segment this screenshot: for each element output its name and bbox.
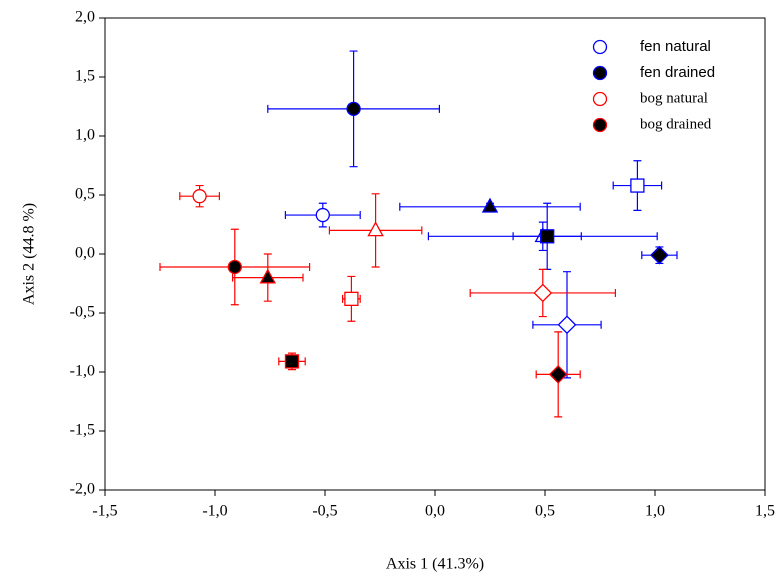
marker [344,291,359,306]
marker [630,178,645,193]
y-axis-title: Axis 2 (44.8 %) [21,203,38,305]
x-tick-label: -1,5 [92,503,117,520]
legend-label: fen drained [640,64,715,81]
marker [540,229,555,244]
x-tick-label: 1,0 [645,503,665,520]
marker [367,221,384,237]
y-tick-label: 1,0 [75,127,95,144]
x-axis-title: Axis 1 (41.3%) [386,556,484,573]
x-tick-label: 1,5 [755,503,775,520]
marker [284,354,300,369]
y-tick-label: -1,0 [70,363,95,380]
marker [315,207,330,223]
marker [227,259,242,275]
y-tick-label: 1,5 [75,68,95,85]
marker [346,101,361,117]
legend-label: bog drained [640,116,712,132]
marker [533,283,553,303]
legend-marker [592,65,608,81]
x-tick-label: 0,5 [535,503,555,520]
legend-label: fen natural [640,38,711,55]
y-tick-label: 2,0 [75,9,95,26]
x-tick-label: -1,0 [202,503,227,520]
legend-marker [592,39,608,55]
marker [481,197,499,213]
legend-label: bog natural [640,90,708,106]
legend-marker [592,117,608,133]
x-tick-label: -0,5 [312,503,337,520]
x-tick-label: 0,0 [425,503,445,520]
y-tick-label: -1,5 [70,422,95,439]
marker [259,268,277,284]
marker [548,364,568,384]
marker [557,315,577,335]
y-tick-label: 0,5 [75,186,95,203]
y-tick-label: -0,5 [70,304,95,321]
marker [192,189,207,204]
marker [650,245,669,265]
y-tick-label: 0,0 [75,245,95,262]
legend-marker [592,91,608,107]
y-tick-label: -2,0 [70,481,95,498]
